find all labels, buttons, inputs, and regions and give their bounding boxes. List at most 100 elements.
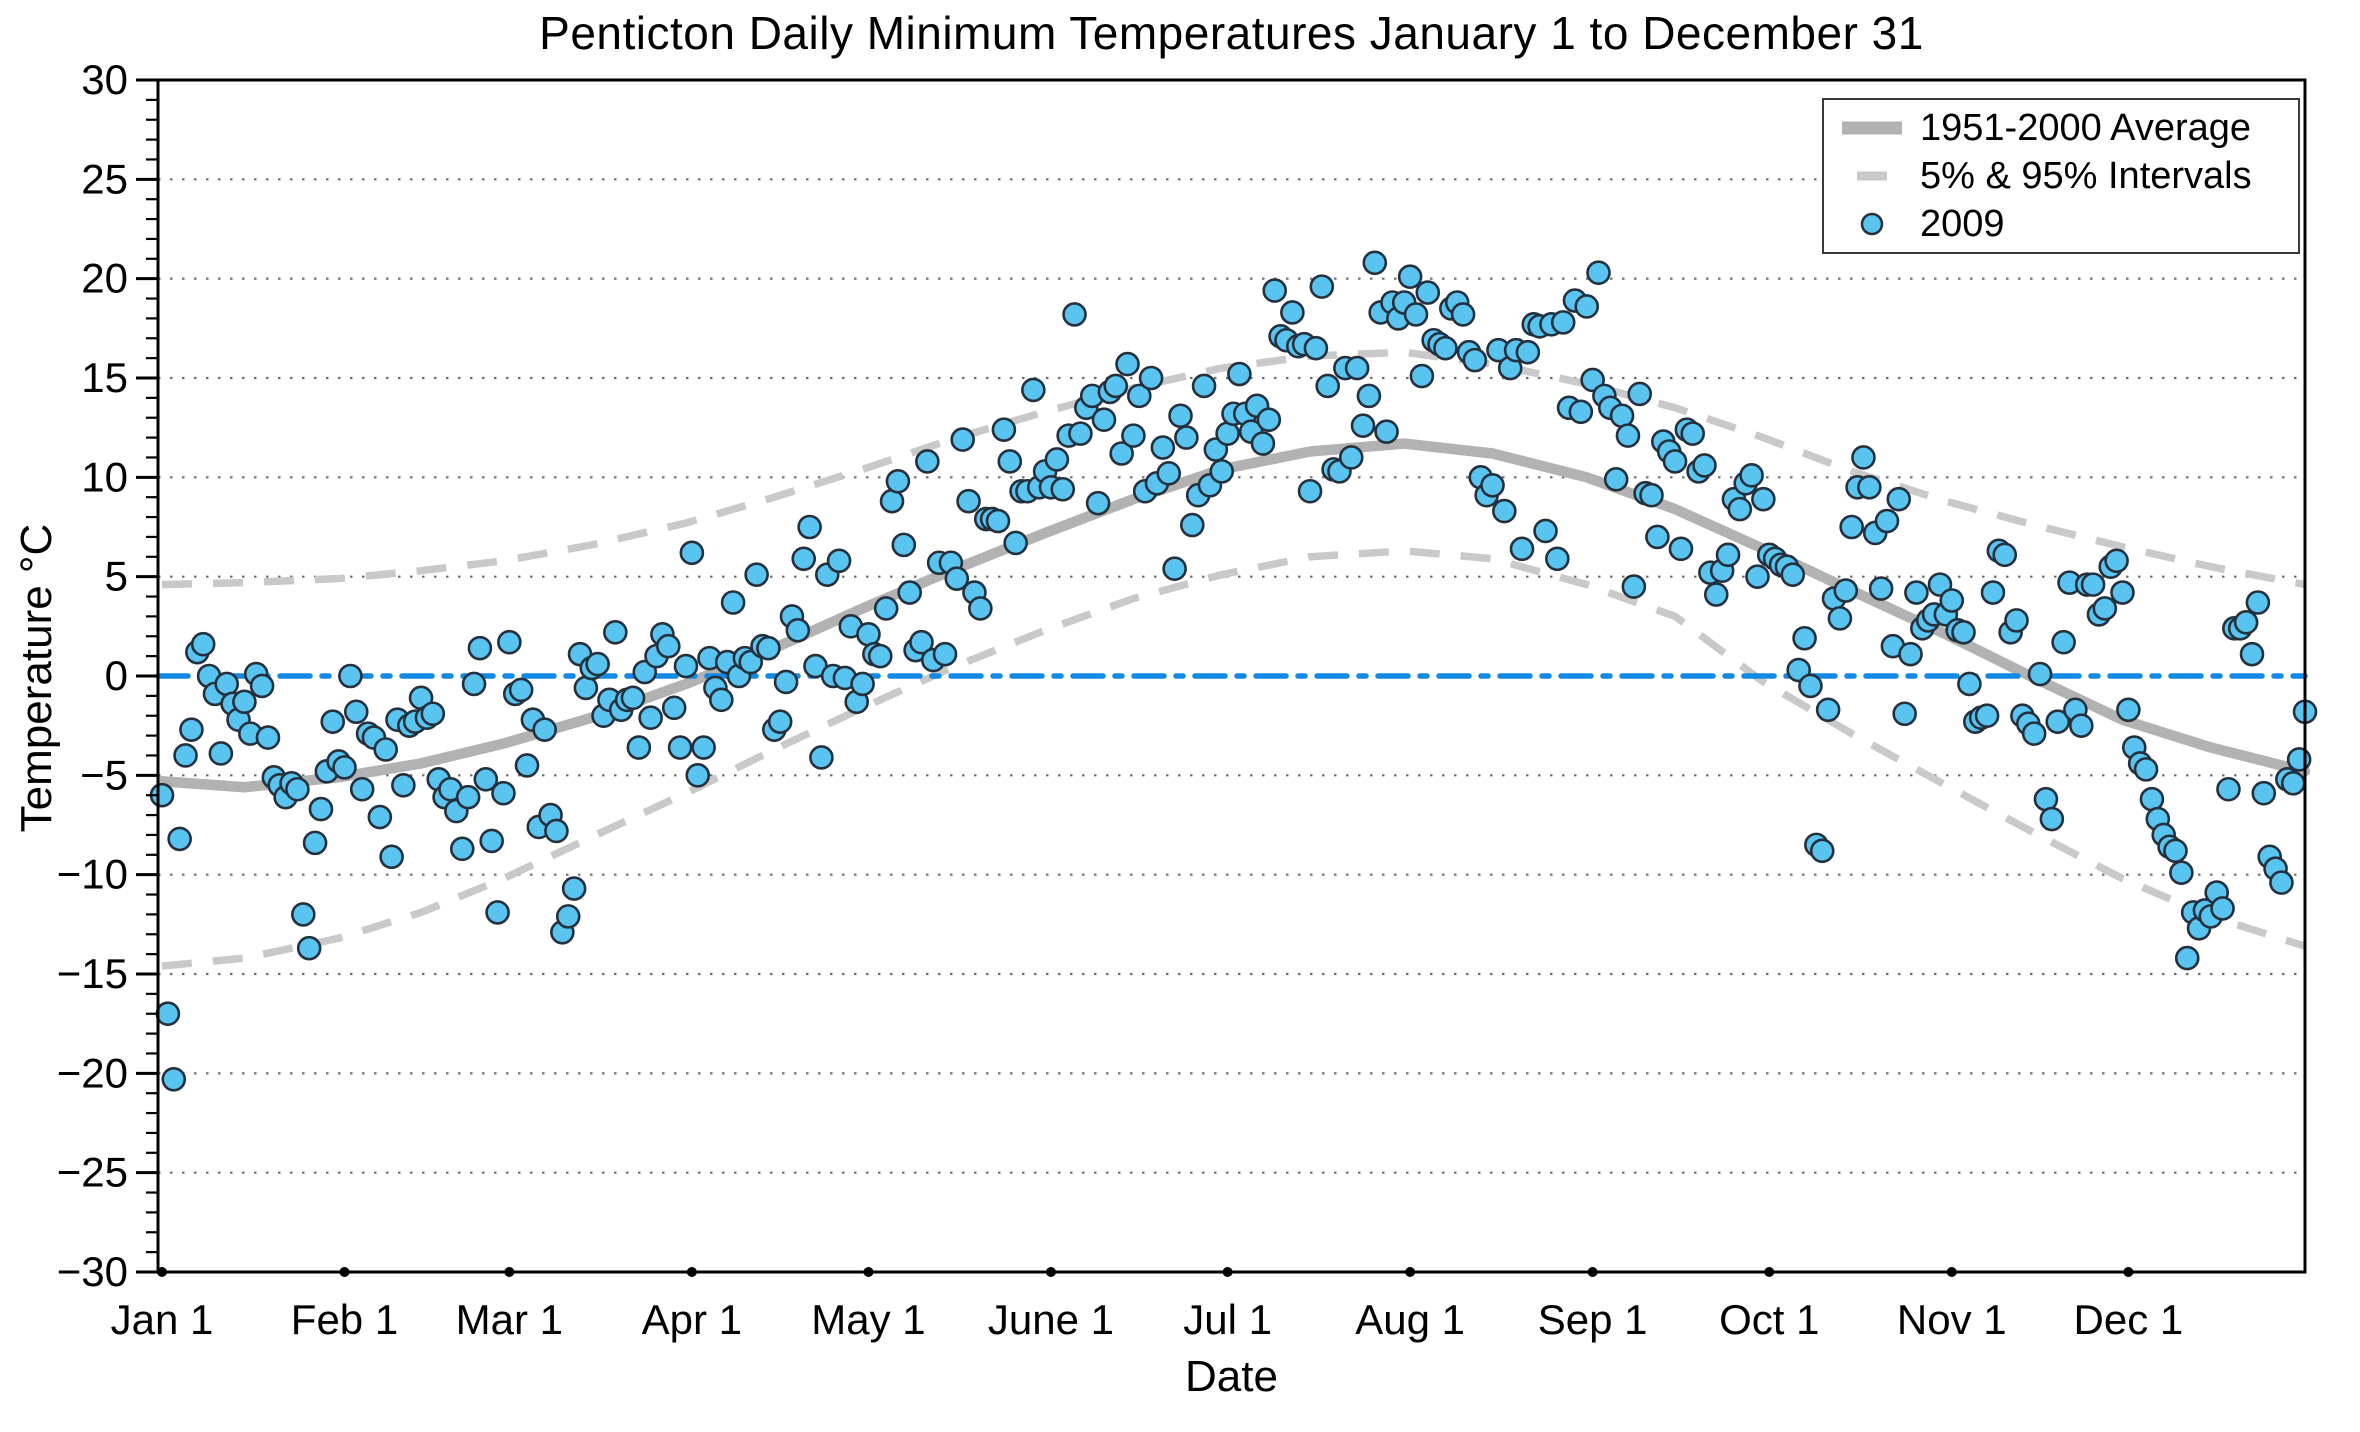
scatter-point [1692, 453, 1717, 478]
scatter-point [2051, 629, 2076, 655]
scatter-point [255, 725, 281, 750]
scatter-point [1415, 280, 1441, 305]
y-tick-label: 30 [81, 56, 128, 103]
scatter-point [2251, 780, 2277, 806]
scatter-point [603, 619, 628, 645]
scatter-point [1315, 373, 1340, 399]
scatter-point [161, 1066, 187, 1092]
scatter-point [190, 631, 216, 657]
scatter-point [1615, 423, 1641, 448]
interval-line-swatch [1824, 166, 1920, 186]
scatter-point [985, 508, 1011, 534]
scatter-point [826, 548, 852, 574]
scatter-point [968, 596, 993, 621]
scatter-point [1886, 486, 1912, 512]
scatter-point [1338, 445, 1364, 470]
scatter-point [2163, 838, 2188, 864]
scatter-point [1739, 463, 1764, 488]
scatter-point [1091, 407, 1117, 433]
scatter-point [1974, 703, 2000, 729]
scatter-dot-swatch [1824, 211, 1920, 237]
scatter-point [249, 673, 275, 699]
y-tick-label: 5 [105, 553, 128, 600]
scatter-point [455, 784, 481, 810]
scatter-point [1103, 373, 1129, 399]
scatter-point [767, 709, 793, 734]
scatter-point [1645, 524, 1670, 550]
scatter-point [2092, 596, 2118, 621]
interval-5-line [161, 547, 2307, 970]
scatter-point [1168, 403, 1193, 429]
scatter-point [1162, 556, 1187, 582]
scatter-point [756, 635, 781, 661]
scatter-point [1868, 576, 1894, 601]
scatter-point [1280, 300, 1305, 325]
scatter-point [1668, 536, 1694, 562]
scatter-point [1121, 423, 1146, 448]
scatter-point [1150, 435, 1176, 460]
scatter-point [1703, 582, 1729, 607]
scatter-point [2286, 747, 2312, 772]
scatter-point [1568, 399, 1594, 425]
scatter-point [1403, 302, 1429, 327]
scatter-point [1115, 351, 1140, 377]
scatter-point [1179, 512, 1205, 538]
x-tick-marker [157, 1267, 167, 1277]
scatter-point [1062, 302, 1087, 327]
scatter-point [2280, 770, 2306, 796]
scatter-point [626, 735, 652, 760]
scatter-point [173, 743, 198, 768]
scatter-point [1574, 294, 1600, 319]
x-tick-marker [1222, 1267, 1233, 1277]
scatter-point [1545, 546, 1570, 572]
scatter-point [1680, 421, 1706, 446]
y-tick-label: −30 [57, 1248, 128, 1295]
y-tick-label: 25 [81, 155, 128, 202]
legend-item-intervals: 5% & 95% Intervals [1824, 152, 2298, 200]
scatter-point [1715, 542, 1741, 568]
scatter-point [1951, 619, 1976, 645]
scatter-point [349, 776, 375, 802]
scatter-point [302, 830, 328, 856]
legend-label-2009: 2009 [1920, 202, 2005, 245]
scatter-point [179, 717, 204, 742]
legend-label-intervals: 5% & 95% Intervals [1920, 154, 2252, 197]
scatter-point [514, 753, 540, 778]
scatter-point [1227, 361, 1252, 387]
scatter-point [2068, 713, 2094, 738]
scatter-point [691, 735, 716, 760]
scatter-point [2216, 776, 2241, 802]
scatter-point [485, 900, 510, 925]
scatter-point [473, 767, 499, 792]
x-tick-label: June 1 [988, 1296, 1114, 1343]
y-tick-label: −25 [57, 1149, 128, 1196]
scatter-point [685, 763, 711, 788]
scatter-point [1892, 701, 1917, 727]
y-tick-label: −5 [80, 751, 128, 798]
scatter-point [1044, 447, 1070, 472]
scatter-point [1550, 310, 1576, 335]
scatter-point [1627, 381, 1653, 407]
scatter-point [1003, 530, 1028, 556]
scatter-point [1050, 476, 1076, 502]
scatter-point [1021, 377, 1046, 403]
scatter-point [1992, 542, 2018, 568]
scatter-point [367, 804, 393, 830]
scatter-point [1980, 580, 2006, 605]
scatter-point [673, 653, 699, 679]
scatter-point [708, 687, 734, 713]
legend-box: 1951-2000 Average 5% & 95% Intervals 200… [1822, 98, 2300, 254]
y-tick-label: 10 [81, 453, 128, 500]
scatter-point [1480, 472, 1505, 498]
scatter-point [1174, 425, 1199, 450]
scatter-point [1727, 496, 1753, 522]
y-tick-label: 0 [105, 652, 128, 699]
y-tick-label: −10 [57, 851, 128, 898]
scatter-point [744, 562, 769, 587]
scatter-point [1662, 449, 1688, 474]
scatter-point [491, 780, 516, 806]
scatter-point [1851, 445, 1876, 470]
scatter-point [332, 755, 357, 780]
